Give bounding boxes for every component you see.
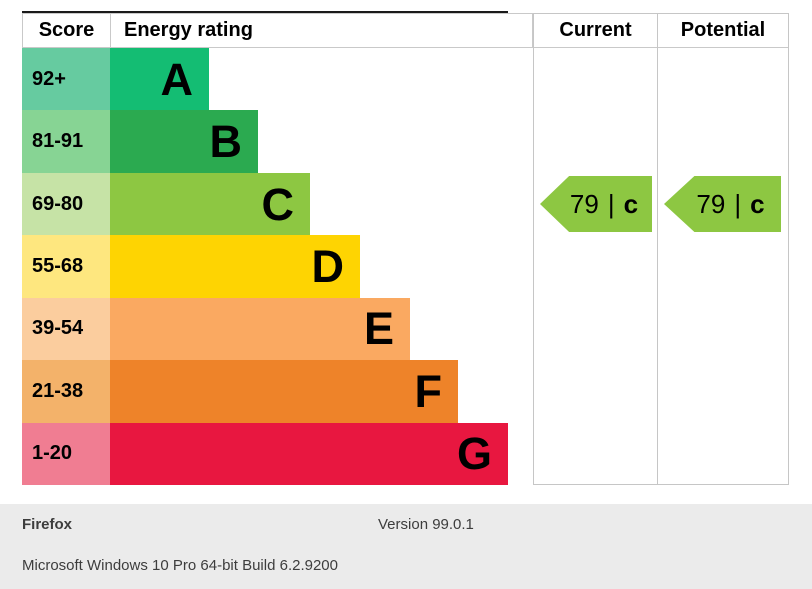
band-row-b: 81-91 B [22, 110, 508, 173]
band-score-range: 81-91 [22, 110, 110, 173]
band-row-c: 69-80 C [22, 172, 508, 236]
band-score-range: 39-54 [22, 297, 110, 361]
chart-top-border [22, 11, 508, 14]
os-info-label: Microsoft Windows 10 Pro 64-bit Build 6.… [22, 557, 338, 574]
band-score-range: 55-68 [22, 235, 110, 298]
band-letter: B [209, 116, 243, 168]
potential-separator: | [734, 188, 742, 219]
band-bar: E [110, 297, 410, 361]
band-score-range: 69-80 [22, 172, 110, 236]
band-letter: E [363, 303, 394, 355]
band-score-range: 21-38 [22, 360, 110, 423]
potential-column: Potential [657, 13, 789, 485]
potential-band-letter: c [750, 188, 765, 219]
energy-rating-column-header: Energy rating [124, 19, 253, 41]
band-row-e: 39-54 E [22, 297, 508, 361]
score-column-header: Score [23, 14, 111, 47]
system-info-footer: Firefox Version 99.0.1 Microsoft Windows… [0, 504, 812, 589]
band-row-d: 55-68 D [22, 235, 508, 298]
band-score-range: 92+ [22, 48, 110, 111]
current-band-letter: c [623, 188, 639, 219]
current-column-header: Current [534, 14, 657, 48]
current-score-value: 79 [569, 188, 599, 219]
band-bar: F [110, 360, 458, 423]
browser-version-label: Version 99.0.1 [378, 516, 474, 533]
band-letter: D [311, 240, 345, 292]
band-bar: C [110, 172, 310, 236]
band-bar: B [110, 110, 258, 173]
band-row-f: 21-38 F [22, 360, 508, 423]
band-letter: C [261, 178, 295, 230]
energy-band-rows: 92+ A 81-91 B 69-80 C 55-68 D 39-54 E 21-38 F 1-20 G [22, 48, 508, 485]
current-column: Current [533, 13, 658, 485]
band-letter: F [414, 365, 443, 417]
current-separator: | [607, 188, 615, 219]
band-score-range: 1-20 [22, 422, 110, 485]
band-row-g: 1-20 G [22, 422, 508, 485]
band-bar: D [110, 235, 360, 298]
rating-table-header: Score Energy rating [22, 13, 533, 48]
band-bar: A [110, 48, 209, 111]
band-letter: G [456, 428, 492, 480]
band-row-a: 92+ A [22, 48, 508, 111]
potential-column-header: Potential [658, 14, 788, 48]
browser-name-label: Firefox [22, 516, 73, 533]
potential-score-value: 79 [696, 188, 726, 219]
band-letter: A [160, 53, 194, 105]
band-bar: G [110, 422, 508, 485]
